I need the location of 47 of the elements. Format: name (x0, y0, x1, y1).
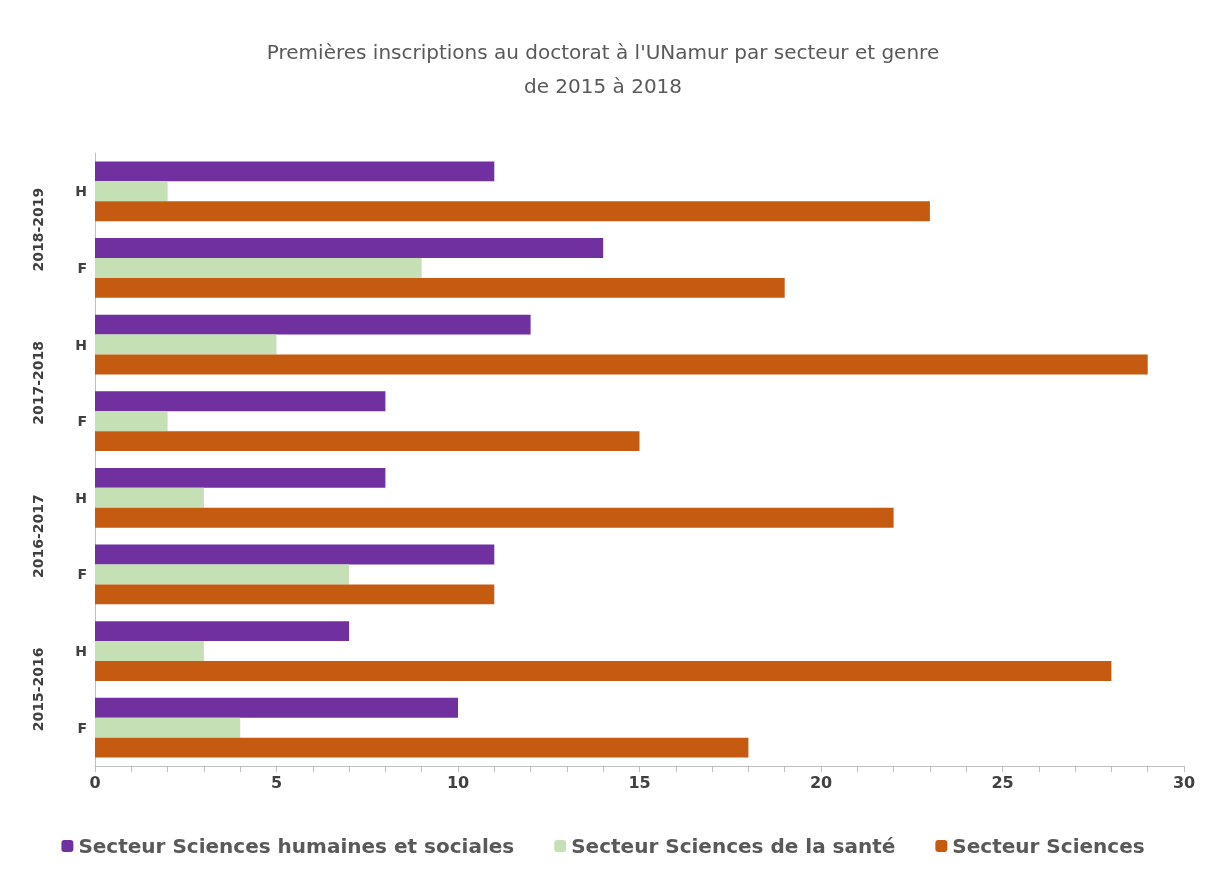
bar (95, 354, 1148, 375)
bar (95, 277, 785, 298)
bar (95, 411, 168, 432)
bar (95, 391, 386, 412)
bar (95, 161, 495, 182)
text: 2017-2018 (30, 341, 46, 425)
legend-label: Secteur Sciences (952, 834, 1145, 858)
y-tick-label: H (75, 336, 87, 353)
y-tick-label: H (75, 489, 87, 506)
x-tick-label: 15 (628, 772, 651, 792)
bar (95, 641, 204, 662)
y-tick-label: F (77, 719, 87, 736)
y-tick-label: F (77, 259, 87, 276)
y-tick-label: H (75, 643, 87, 660)
bar (95, 544, 495, 565)
bar (95, 257, 422, 278)
text: 2018-2019 (30, 187, 46, 272)
bar (95, 507, 894, 528)
bar (95, 201, 930, 222)
x-tick-label: 10 (446, 772, 470, 792)
bar (95, 584, 495, 605)
legend-label: Secteur Sciences de la santé (571, 834, 896, 858)
bar (95, 621, 350, 642)
bar (95, 564, 350, 585)
y-tick-label: F (77, 566, 87, 583)
bar (95, 737, 749, 758)
bar (95, 697, 458, 718)
x-tick-label: 25 (991, 772, 1014, 792)
text: 2016-2017 (30, 494, 46, 578)
bar (95, 334, 277, 355)
bar (95, 661, 1112, 681)
y-tick-label: H (75, 183, 87, 200)
x-tick-label: 20 (809, 772, 833, 792)
bar (95, 238, 604, 258)
bar (95, 717, 241, 738)
bar (95, 467, 386, 488)
legend-label: Secteur Sciences humaines et sociales (78, 834, 515, 858)
text: 2015-2016 (30, 647, 46, 732)
y-tick-label: F (77, 413, 87, 430)
bar (95, 487, 204, 508)
bar (95, 314, 531, 335)
x-tick-label: 0 (89, 772, 101, 792)
chart-title: Premières inscriptions au doctorat à l'UNamur par secteur et genre de 2015 à 2018 (266, 40, 940, 98)
x-tick-label: 30 (1172, 772, 1196, 792)
x-tick-label: 5 (270, 772, 283, 792)
bar (95, 431, 640, 452)
bar (95, 181, 168, 202)
